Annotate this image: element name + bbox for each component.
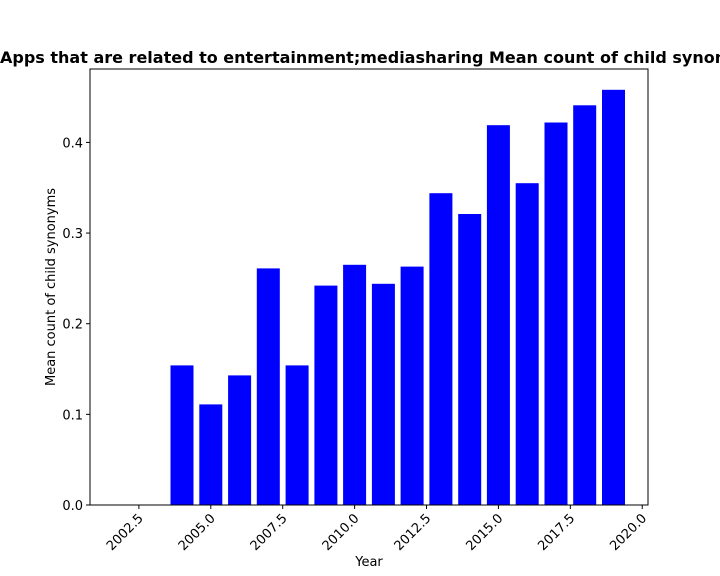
chart-title: Apps that are related to entertainment;m… — [0, 48, 720, 67]
y-ticks-group: 0.0 0.1 0.2 0.3 0.4 — [62, 136, 90, 514]
bar-2008 — [285, 365, 309, 505]
y-tick-label: 0.1 — [62, 408, 83, 423]
x-tick-label: 2017.5 — [535, 511, 578, 554]
x-tick-label: 2007.5 — [248, 511, 291, 554]
x-tick-label: 2020.0 — [607, 511, 650, 554]
bar-2015 — [486, 125, 510, 505]
bars-group — [170, 89, 625, 506]
bar-2013 — [429, 193, 453, 505]
x-axis-label: Year — [354, 555, 383, 570]
bar-2014 — [458, 214, 482, 505]
plot-area-frame — [89, 68, 649, 506]
bar-2011 — [371, 283, 395, 505]
x-tick-label: 2010.0 — [320, 511, 363, 554]
bar-2006 — [228, 375, 252, 505]
x-tick-label: 2012.5 — [392, 511, 435, 554]
y-tick-label: 0.2 — [62, 318, 83, 333]
bar-2017 — [544, 122, 568, 505]
bar-2012 — [400, 266, 424, 505]
bar-2010 — [343, 264, 367, 505]
y-tick-label: 0.0 — [62, 499, 83, 514]
y-tick-label: 0.3 — [62, 227, 83, 242]
bar-2007 — [256, 268, 280, 505]
x-tick-label: 2015.0 — [463, 511, 506, 554]
bar-2016 — [515, 183, 539, 505]
bar-2019 — [602, 89, 625, 506]
x-tick-label: 2005.0 — [176, 511, 219, 554]
x-tick-label: 2002.5 — [104, 511, 147, 554]
bar-2018 — [573, 105, 597, 506]
x-ticks-group: 2002.5 2005.0 2007.5 2010.0 2012.5 2015.0 2017… — [104, 505, 650, 554]
bar-2009 — [314, 285, 338, 505]
y-tick-label: 0.4 — [62, 136, 83, 151]
y-axis-label: Mean count of child synonyms — [44, 188, 59, 386]
bar-2005 — [199, 404, 223, 505]
bar-2004 — [170, 365, 194, 505]
